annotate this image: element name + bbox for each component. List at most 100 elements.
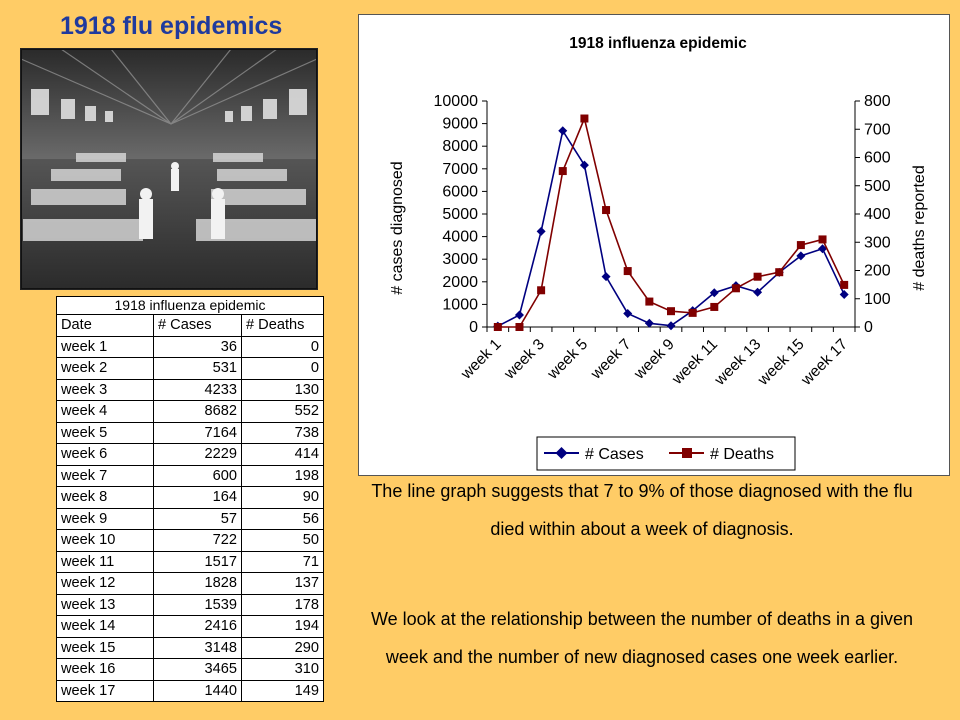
date-cell: week 9 [56, 507, 154, 530]
left-tick-label: 7000 [442, 161, 478, 178]
table-body: week 1 36 0 week 2 531 0 week 3 4233 130 week 4 86… [56, 335, 324, 702]
date-cell: week 8 [56, 486, 154, 509]
historical-ward-photo [20, 48, 318, 290]
header-deaths: # Deaths [241, 314, 324, 337]
deaths-point [775, 268, 784, 277]
deaths-cell: 310 [241, 658, 324, 681]
left-tick-label: 4000 [442, 229, 478, 246]
deaths-cell: 552 [241, 400, 324, 423]
date-cell: week 1 [56, 335, 154, 358]
left-tick-label: 0 [469, 319, 478, 336]
date-cell: week 6 [56, 443, 154, 466]
right-tick-label: 600 [864, 150, 891, 167]
cases-point [839, 289, 849, 299]
deaths-point [580, 114, 589, 123]
deaths-point [667, 307, 675, 316]
cases-cell: 531 [153, 357, 242, 380]
left-tick-label: 1000 [442, 296, 478, 313]
date-cell: week 14 [56, 615, 154, 638]
table-row: week 2 531 0 [56, 357, 324, 380]
x-tick-label: week 13 [711, 336, 765, 390]
date-cell: week 16 [56, 658, 154, 681]
date-cell: week 3 [56, 378, 154, 401]
caption-paragraph-1: The line graph suggests that 7 to 9% of … [371, 481, 913, 539]
deaths-cell: 130 [241, 378, 324, 401]
deaths-point [515, 323, 524, 331]
header-date: Date [56, 314, 154, 337]
cases-cell: 57 [153, 507, 242, 530]
deaths-point [645, 297, 654, 306]
deaths-cell: 56 [241, 507, 324, 530]
date-cell: week 11 [56, 550, 154, 573]
table-row: week 17 1440 149 [56, 679, 324, 702]
table-row: week 14 2416 194 [56, 615, 324, 638]
x-tick-label: week 1 [457, 336, 504, 383]
slide-title: 1918 flu epidemics [60, 12, 283, 40]
date-cell: week 2 [56, 357, 154, 380]
chart-panel: 1918 influenza epidemic 0 1000 2000 3000 400… [358, 14, 950, 476]
cases-cell: 722 [153, 529, 242, 552]
x-tick-label: week 5 [544, 336, 591, 383]
cases-point [796, 251, 806, 261]
right-tick-label: 700 [864, 121, 891, 138]
table-title-row: 1918 influenza epidemic [56, 296, 324, 315]
series-layer [493, 114, 849, 331]
legend-cases-marker [555, 447, 568, 459]
deaths-point [731, 284, 740, 293]
right-tick-label: 500 [864, 178, 891, 195]
deaths-cell: 290 [241, 636, 324, 659]
date-cell: week 13 [56, 593, 154, 616]
deaths-point [840, 280, 849, 289]
cases-point [536, 226, 546, 236]
cases-cell: 8682 [153, 400, 242, 423]
deaths-line [497, 115, 845, 328]
date-cell: week 7 [56, 464, 154, 487]
deaths-cell: 149 [241, 679, 324, 702]
deaths-cell: 0 [241, 335, 324, 358]
right-tick-label: 300 [864, 234, 891, 251]
cases-cell: 7164 [153, 421, 242, 444]
table-header-row: Date # Cases # Deaths [56, 314, 324, 337]
cases-point [623, 308, 633, 318]
deaths-point [688, 308, 697, 317]
right-tick-label: 0 [864, 319, 873, 336]
cases-point [514, 310, 524, 320]
epidemic-data-table: 1918 influenza epidemic Date # Cases # D… [56, 296, 324, 702]
deaths-point [537, 286, 546, 295]
right-tick-label: 400 [864, 206, 891, 223]
right-tick-label: 100 [864, 291, 891, 308]
deaths-cell: 137 [241, 572, 324, 595]
date-cell: week 4 [56, 400, 154, 423]
cases-point [579, 160, 589, 170]
cases-cell: 1517 [153, 550, 242, 573]
cases-point [709, 288, 719, 298]
deaths-cell: 194 [241, 615, 324, 638]
table-row: week 8 164 90 [56, 486, 324, 509]
deaths-cell: 738 [241, 421, 324, 444]
y2-axis-label: # deaths reported [911, 165, 928, 290]
left-y-axis: 0 1000 2000 3000 4000 5000 6000 7000 8000 9000 100… [434, 93, 488, 336]
left-tick-label: 3000 [442, 251, 478, 268]
cases-cell: 3148 [153, 636, 242, 659]
cases-cell: 1828 [153, 572, 242, 595]
deaths-cell: 414 [241, 443, 324, 466]
table-title: 1918 influenza epidemic [56, 296, 324, 315]
y-axis-label: # cases diagnosed [389, 161, 406, 294]
caption-paragraph-2: We look at the relationship between the … [370, 609, 913, 667]
right-tick-label: 800 [864, 93, 891, 110]
cases-cell: 4233 [153, 378, 242, 401]
cases-cell: 600 [153, 464, 242, 487]
cases-point [753, 287, 763, 297]
deaths-cell: 90 [241, 486, 324, 509]
date-cell: week 17 [56, 679, 154, 702]
cases-point [644, 318, 654, 328]
date-cell: week 10 [56, 529, 154, 552]
x-tick-label: week 17 [797, 336, 851, 390]
table-row: week 12 1828 137 [56, 572, 324, 595]
legend-deaths-label: # Deaths [710, 446, 774, 463]
cases-point [666, 321, 676, 331]
cases-cell: 2229 [153, 443, 242, 466]
table-row: week 11 1517 71 [56, 550, 324, 573]
left-tick-label: 2000 [442, 274, 478, 291]
x-tick-label: week 11 [668, 336, 721, 389]
